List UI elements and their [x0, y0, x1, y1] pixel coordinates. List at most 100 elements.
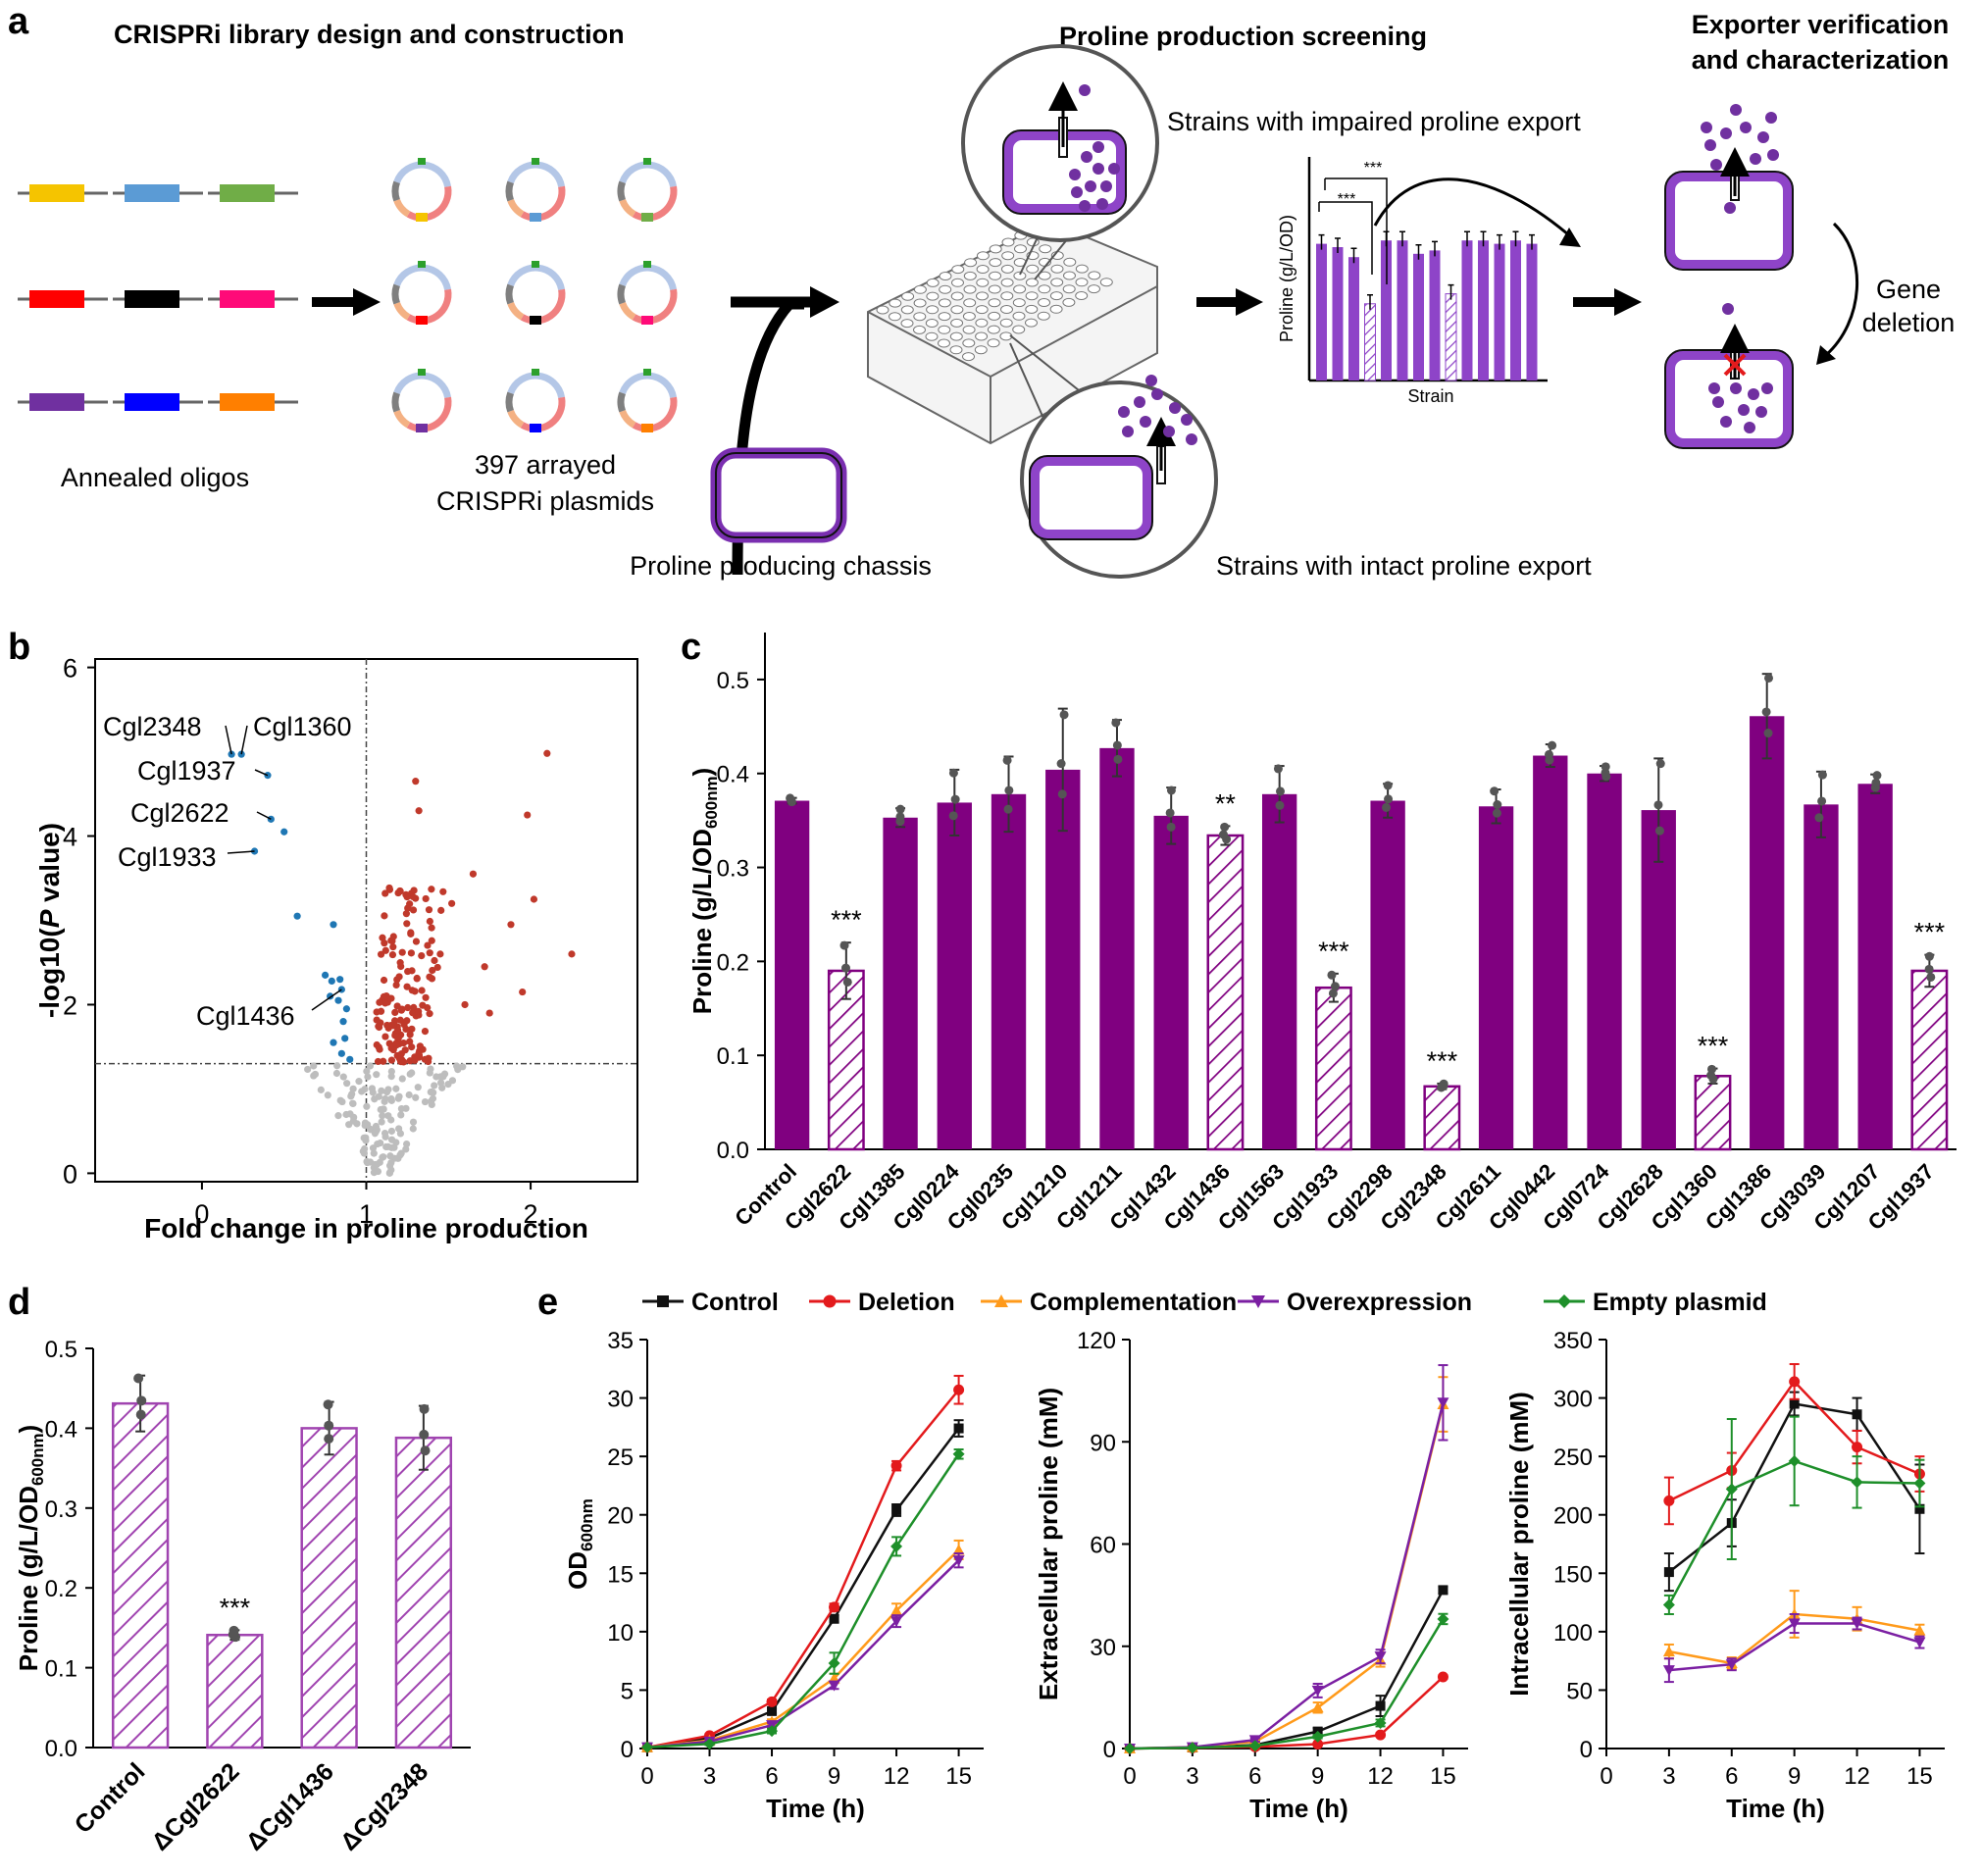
plate-well: [1063, 271, 1076, 280]
series-line-Empty plasmid: [646, 1453, 960, 1749]
volcano-point-up: [387, 1056, 396, 1064]
volcano-point-up: [406, 900, 414, 908]
volcano-point-up: [398, 948, 406, 956]
volcano-point-label: Cgl1933: [118, 842, 217, 872]
oligo-insert: [29, 184, 84, 202]
legend-label: Complementation: [1030, 1289, 1237, 1316]
bar-replicate-dot: [1814, 813, 1824, 823]
volcano-label-leader: [240, 725, 248, 755]
volcano-point-ns: [381, 1094, 389, 1103]
marker-triangle-up: [952, 1544, 965, 1555]
proline-molecule: [1710, 159, 1722, 171]
bar-replicate-dot: [948, 811, 958, 821]
bar-replicate-dot: [1924, 951, 1934, 961]
bar-significance: ***: [1698, 1032, 1729, 1061]
mini-error-bar: [1480, 230, 1487, 247]
line-x-label: Time (h): [1726, 1794, 1825, 1823]
plasmid-insert: [416, 213, 428, 222]
plate-well: [1012, 325, 1026, 334]
mini-error-bar: [1512, 230, 1519, 247]
plate-well: [913, 325, 926, 334]
plasmid-insert: [416, 424, 428, 432]
bar-replicate-dot: [1763, 729, 1773, 738]
volcano-point-ns: [373, 1071, 381, 1079]
oligo-insert: [29, 393, 84, 411]
proline-molecule: [1722, 303, 1734, 315]
bar-replicate-dot: [1706, 1070, 1716, 1080]
plasmid-arc: [393, 301, 411, 321]
volcano-point-ns: [310, 1072, 318, 1080]
mini-bar: [1381, 240, 1392, 380]
volcano-point-ns: [363, 1102, 371, 1110]
volcano-point-down: [330, 921, 337, 929]
line-x-tick-label: 12: [884, 1763, 910, 1790]
line-y-tick-label: 200: [1553, 1503, 1593, 1530]
marker-circle: [829, 1601, 840, 1613]
plate-well: [963, 271, 977, 280]
proline-molecule: [1145, 375, 1157, 386]
bar-replicate-dot: [1872, 771, 1882, 781]
plate-well: [999, 318, 1013, 328]
volcano-point-up: [543, 749, 551, 757]
marker-square: [891, 1504, 902, 1515]
bar-category-label: ΔCgl1436: [241, 1757, 339, 1855]
line-y-tick-label: 50: [1566, 1678, 1593, 1704]
line-x-tick-label: 12: [1844, 1763, 1870, 1790]
bar-Cgl0724: [1587, 773, 1622, 1149]
volcano-point-up: [373, 1016, 381, 1024]
line-y-label: Extracellular proline (mM): [1034, 1388, 1063, 1700]
bar-replicate-dot: [1004, 786, 1014, 795]
bar-replicate-dot: [133, 1373, 144, 1384]
volcano-point-ns: [387, 1159, 395, 1167]
plate-well: [988, 284, 1001, 294]
mini-curve-arrow-head: [1559, 228, 1581, 247]
mini-bar: [1332, 247, 1344, 380]
proline-molecule: [1118, 406, 1130, 418]
plate-well: [938, 338, 950, 348]
series-line-Empty plasmid: [1129, 1618, 1445, 1750]
bar-y-tick-label: 0.1: [717, 1043, 749, 1070]
volcano-point-ns: [387, 1094, 395, 1103]
plate-well: [962, 352, 975, 362]
proline-molecule: [1701, 122, 1712, 133]
plasmid-promoter: [532, 369, 539, 376]
volcano-point-up: [396, 887, 404, 895]
mini-screening-chart: *** *** Proline (g/L/OD) Strain: [1277, 157, 1581, 406]
volcano-point-ns: [377, 1139, 384, 1147]
volcano-point-ns: [371, 1160, 380, 1169]
volcano-point-up: [433, 963, 441, 972]
bar-y-tick-label: 0.5: [45, 1337, 77, 1363]
marker-square: [1663, 1567, 1674, 1578]
bar-replicate-dot: [1383, 781, 1393, 790]
volcano-point-ns: [392, 1085, 400, 1092]
plasmid-promoter: [532, 158, 539, 165]
volcano-point-up: [397, 1050, 405, 1058]
marker-triangle-down: [1251, 1295, 1265, 1308]
volcano-y-label: -log10(P value): [34, 823, 65, 1018]
plasmids-label-line1: 397 arrayed: [475, 450, 616, 480]
marker-square: [1375, 1700, 1386, 1711]
bar-replicate-dot: [324, 1420, 334, 1431]
volcano-point-ns: [343, 1080, 351, 1088]
bar-replicate-dot: [1003, 804, 1013, 814]
mini-bar: [1413, 253, 1424, 380]
marker-diamond: [1788, 1454, 1801, 1467]
volcano-point-ns: [332, 1069, 341, 1078]
plate-well: [1000, 278, 1014, 287]
plate-well: [1049, 291, 1063, 301]
marker-square: [829, 1613, 839, 1624]
volcano-x-tick-label: 1: [359, 1199, 374, 1229]
bar-y-tick-label: 0.2: [45, 1576, 77, 1602]
mini-error-bar: [1350, 247, 1357, 264]
proline-molecule: [1730, 104, 1742, 116]
line-y-tick-label: 90: [1090, 1430, 1116, 1456]
volcano-point-ns: [324, 1091, 331, 1099]
plate-well: [1026, 264, 1040, 274]
panel-e-letter: e: [537, 1282, 558, 1323]
mini-bar: [1316, 243, 1327, 380]
volcano-point-up: [375, 1043, 382, 1051]
proline-molecule: [1720, 127, 1732, 139]
plasmid-arc: [507, 409, 525, 429]
volcano-point-ns: [395, 1125, 403, 1133]
bar-replicate-dot: [1113, 754, 1123, 764]
